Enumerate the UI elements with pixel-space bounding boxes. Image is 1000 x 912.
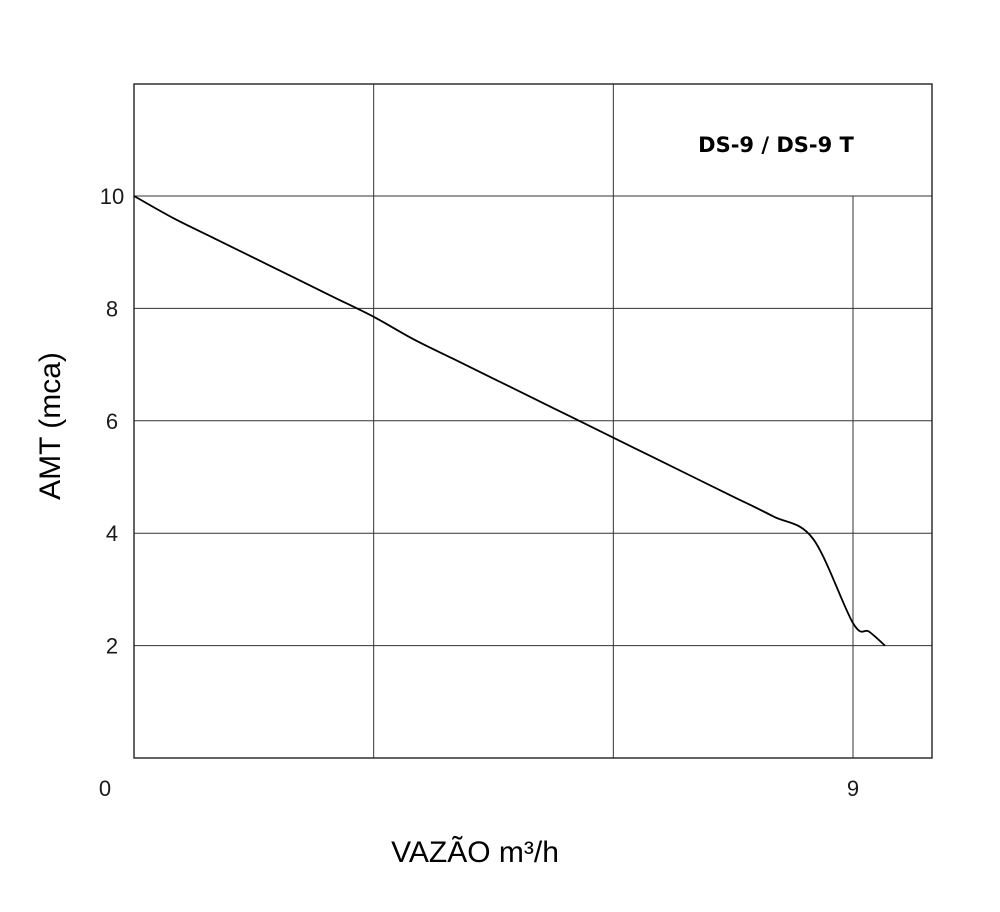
x-tick-label: 9 [847, 776, 859, 801]
chart-annotation: DS-9 / DS-9 T [698, 133, 854, 157]
series-line [133, 195, 886, 647]
y-tick-label: 8 [106, 296, 118, 321]
y-tick-label: 4 [106, 521, 118, 546]
grid [134, 84, 932, 758]
plot-frame [133, 83, 933, 759]
x-axis-label: VAZÃO m³/h [391, 835, 559, 869]
y-tick-label: 2 [106, 634, 118, 659]
y-axis-label: AMT (mca) [34, 352, 67, 500]
y-tick-label: 10 [100, 184, 124, 209]
tick-labels: 2 4 6 8 10 0 9 [99, 184, 859, 801]
x-tick-label: 0 [99, 776, 111, 801]
y-tick-label: 6 [106, 409, 118, 434]
